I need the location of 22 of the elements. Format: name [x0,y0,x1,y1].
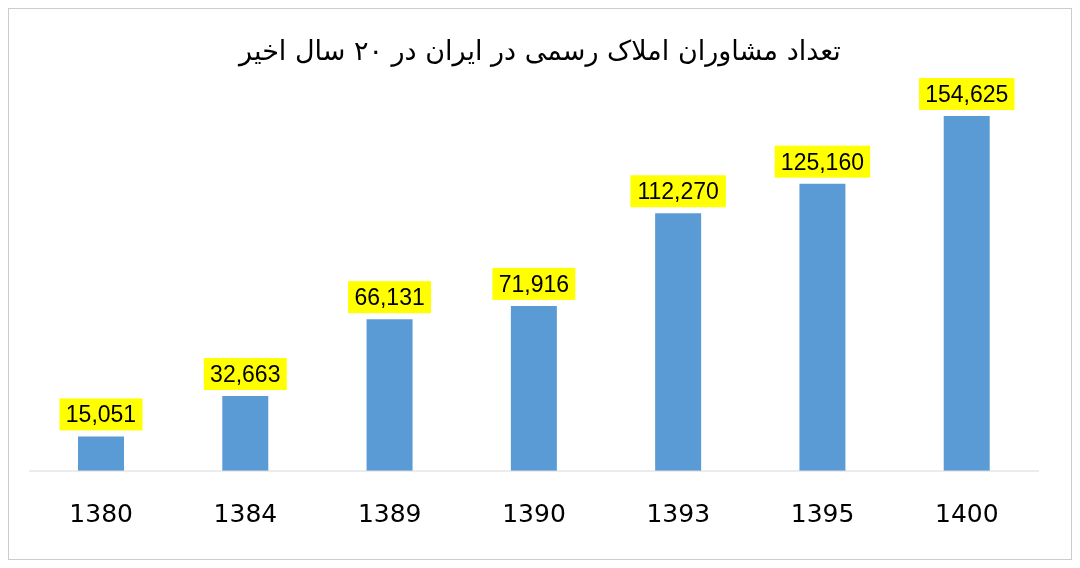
bar [222,396,269,471]
bar [943,116,990,471]
data-label: 15,051 [65,401,137,428]
chart-title: تعداد مشاوران املاک رسمی در ایران در ۲۰ سال اخیر [237,34,842,69]
x-tick-label: 1393 [646,498,711,528]
data-label: 154,625 [925,81,1009,107]
x-tick-label: 1400 [935,498,999,528]
x-tick-label: 1390 [502,498,566,528]
bar [366,319,413,471]
bar [78,436,124,471]
x-tick-label: 1380 [69,498,133,528]
bar [655,213,702,471]
data-label: 71,916 [498,270,570,297]
data-label: 32,663 [210,361,281,388]
data-label: 112,270 [637,178,719,205]
data-label: 66,131 [354,284,425,311]
bar [799,183,846,471]
data-label: 125,160 [780,148,864,175]
x-tick-label: 1384 [213,498,278,528]
x-tick-label: 1389 [357,498,422,528]
x-tick-label: 1395 [790,498,855,528]
bar [510,305,557,471]
